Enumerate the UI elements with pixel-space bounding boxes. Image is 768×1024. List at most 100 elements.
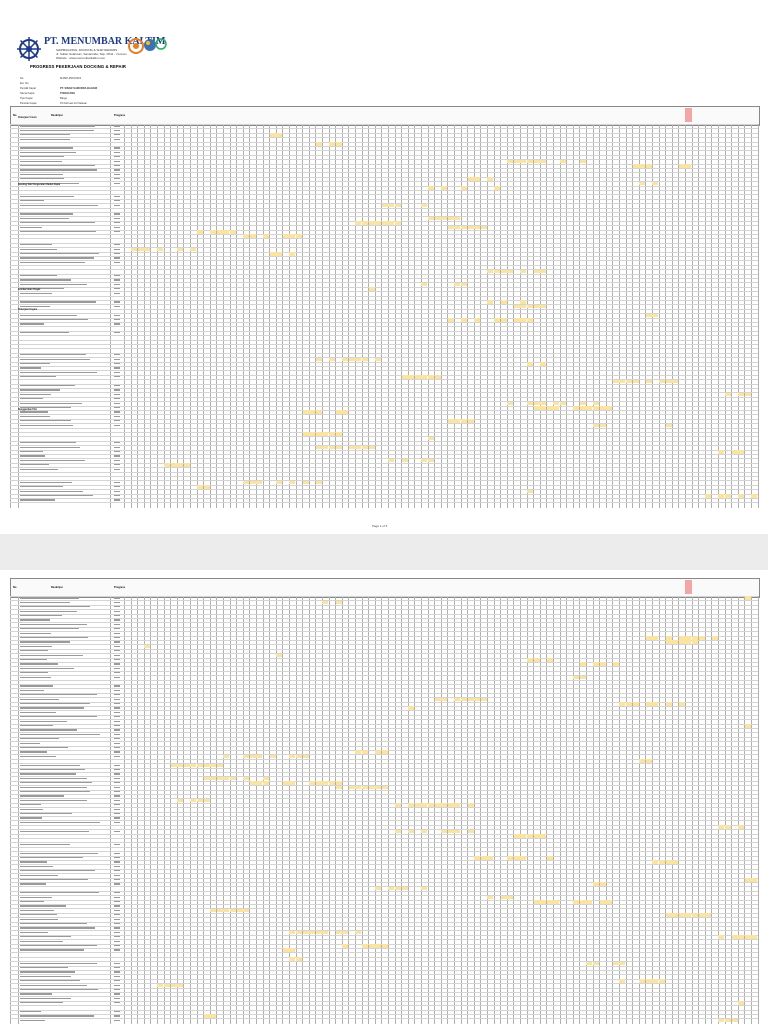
- row-text-placeholder: [20, 257, 94, 259]
- grid-line: [460, 124, 462, 508]
- progress-cell: [434, 803, 441, 807]
- progress-cell: [157, 247, 164, 252]
- progress-cell: [130, 247, 137, 252]
- progress-cell: [625, 379, 632, 384]
- grid-line: [10, 688, 758, 690]
- progress-cell: [744, 935, 751, 939]
- grid-line: [751, 596, 752, 1024]
- row-progress-placeholder: [114, 323, 120, 325]
- row-progress-placeholder: [114, 305, 120, 307]
- row-progress-placeholder: [114, 795, 120, 797]
- progress-cell: [421, 203, 428, 208]
- progress-cell: [447, 317, 454, 322]
- row-text-placeholder: [20, 997, 72, 999]
- row-progress-placeholder: [114, 861, 120, 863]
- grid-line: [10, 269, 758, 271]
- row-progress-placeholder: [114, 813, 120, 815]
- progress-cell: [269, 133, 276, 137]
- grid-line: [183, 124, 185, 508]
- progress-cell: [738, 825, 745, 829]
- grid-line: [18, 124, 19, 508]
- grid-line: [10, 723, 758, 725]
- progress-cell: [665, 635, 672, 640]
- row-progress-placeholder: [114, 949, 120, 951]
- row-progress-placeholder: [114, 733, 120, 735]
- progress-cell: [652, 635, 659, 640]
- grid-line: [718, 124, 719, 508]
- progress-cell: [447, 829, 454, 834]
- row-progress-placeholder: [114, 769, 120, 771]
- row-progress-placeholder: [114, 764, 120, 766]
- progress-cell: [678, 913, 685, 917]
- company-website: Website : www.menumbarkaltim.com: [56, 56, 106, 60]
- progress-cell: [269, 251, 276, 256]
- progress-cell: [210, 229, 217, 234]
- progress-cell: [223, 776, 230, 781]
- row-text-placeholder: [20, 905, 66, 907]
- row-progress-placeholder: [114, 499, 120, 501]
- progress-cell: [375, 886, 382, 891]
- progress-cell: [632, 163, 639, 168]
- progress-cell: [434, 697, 441, 702]
- grid-line: [143, 124, 145, 508]
- grid-line: [10, 194, 758, 196]
- row-progress-placeholder: [114, 138, 120, 140]
- grid-line: [302, 124, 304, 508]
- grid-line: [440, 596, 442, 1024]
- row-text-placeholder: [20, 619, 50, 621]
- row-progress-placeholder: [114, 147, 120, 149]
- progress-cell: [441, 697, 448, 702]
- grid-line: [18, 596, 19, 1024]
- progress-cell: [289, 480, 296, 485]
- progress-cell: [639, 163, 646, 168]
- progress-cell: [434, 216, 441, 221]
- progress-cell: [691, 913, 698, 917]
- progress-cell: [480, 855, 487, 860]
- progress-cell: [328, 445, 335, 450]
- row-progress-placeholder: [114, 707, 120, 709]
- progress-cell: [315, 432, 322, 437]
- grid-line: [216, 596, 218, 1024]
- grid-line: [381, 124, 383, 508]
- grid-line: [625, 596, 627, 1024]
- progress-cell: [170, 463, 177, 467]
- progress-cell: [540, 833, 547, 838]
- row-text-placeholder: [20, 795, 64, 797]
- grid-line: [434, 124, 436, 508]
- grid-line: [467, 596, 469, 1024]
- grid-line: [440, 124, 442, 508]
- row-progress-placeholder: [114, 367, 120, 369]
- progress-cell: [652, 979, 659, 983]
- grid-line: [10, 736, 758, 738]
- row-text-placeholder: [20, 641, 71, 643]
- progress-cell: [170, 763, 177, 768]
- row-progress-placeholder: [114, 821, 120, 823]
- grid-line: [10, 996, 758, 998]
- row-text-placeholder: [20, 870, 95, 872]
- progress-cell: [520, 855, 527, 860]
- row-progress-placeholder: [114, 918, 120, 920]
- row-progress-placeholder: [114, 129, 120, 131]
- progress-cell: [203, 1014, 210, 1019]
- progress-cell: [632, 379, 639, 384]
- progress-cell: [408, 829, 415, 834]
- grid-line: [10, 758, 758, 760]
- row-text-placeholder: [20, 703, 90, 705]
- grid-line: [592, 124, 594, 508]
- row-progress-placeholder: [114, 637, 120, 639]
- grid-line: [295, 596, 297, 1024]
- row-text-placeholder: [20, 650, 48, 652]
- progress-cell: [540, 269, 547, 274]
- row-text-placeholder: [20, 940, 64, 942]
- row-progress-placeholder: [114, 459, 120, 461]
- row-text-placeholder: [20, 446, 80, 448]
- progress-cell: [513, 304, 520, 309]
- row-text-placeholder: [20, 1019, 46, 1021]
- progress-cell: [348, 445, 355, 450]
- info-value: PT. SINAR SAMUDRA BAHARI: [60, 87, 98, 90]
- grid-line: [407, 596, 409, 1024]
- row-text-placeholder: [20, 226, 42, 228]
- grid-line: [236, 596, 238, 1024]
- progress-cell: [368, 445, 375, 450]
- progress-cell: [487, 855, 494, 860]
